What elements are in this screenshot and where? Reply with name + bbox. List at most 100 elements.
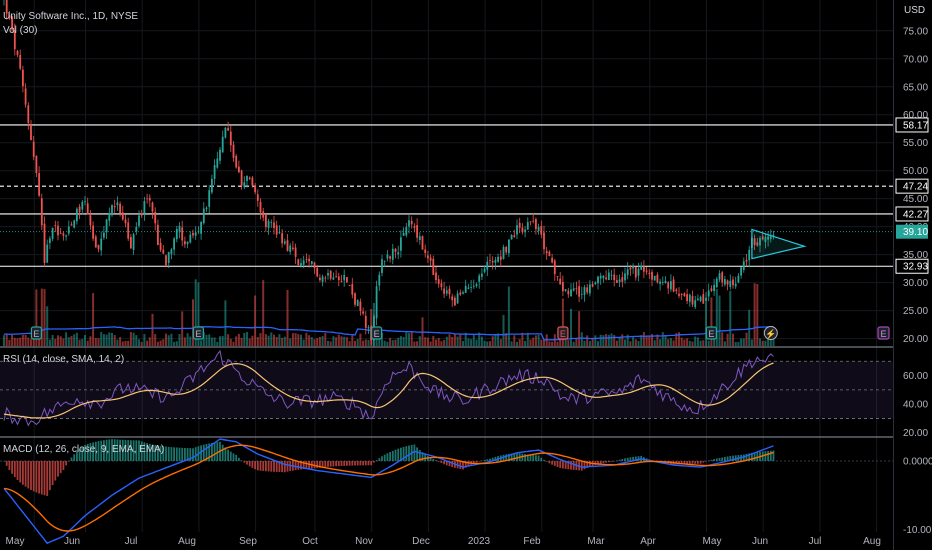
candle-body bbox=[699, 296, 702, 302]
candle-body bbox=[337, 276, 340, 281]
macd-hist-bar bbox=[769, 450, 772, 461]
macd-hist-bar bbox=[65, 460, 67, 466]
volume-bar bbox=[729, 290, 732, 346]
macd-hist-bar bbox=[27, 460, 30, 489]
candle-body bbox=[238, 166, 240, 173]
macd-hist-bar bbox=[143, 442, 146, 461]
candle-body bbox=[607, 272, 610, 281]
volume-bar bbox=[210, 337, 213, 346]
volume-bar bbox=[651, 334, 653, 346]
macd-hist-bar bbox=[462, 460, 464, 470]
volume-bar bbox=[607, 334, 610, 346]
volume-bar bbox=[669, 338, 672, 346]
macd-hist-bar bbox=[537, 455, 540, 461]
volume-bar bbox=[429, 341, 432, 346]
event-marker-label: E bbox=[560, 329, 566, 339]
event-marker-label: E bbox=[195, 329, 201, 339]
candle-body bbox=[359, 301, 362, 311]
price-pane[interactable]: E E E E E ⚡ E bbox=[0, 0, 893, 348]
candle-body bbox=[756, 242, 759, 246]
candle-body bbox=[324, 277, 327, 279]
candle-body bbox=[564, 289, 567, 291]
candle-body bbox=[424, 249, 427, 254]
macd-hist-bar bbox=[73, 454, 76, 461]
event-marker: E bbox=[705, 326, 718, 340]
candle-body bbox=[589, 284, 591, 294]
candle-body bbox=[686, 294, 688, 302]
volume-bar bbox=[221, 336, 224, 346]
candle-body bbox=[553, 260, 556, 275]
macd-hist-bar bbox=[337, 460, 340, 467]
candle-body bbox=[246, 175, 248, 182]
volume-bar bbox=[262, 280, 265, 346]
candle-body bbox=[84, 201, 86, 203]
candle-body bbox=[478, 275, 481, 282]
candle-body bbox=[313, 262, 316, 269]
time-tick-label: May bbox=[6, 536, 25, 547]
macd-hist-bar bbox=[556, 460, 559, 468]
candle-body bbox=[629, 267, 632, 270]
candle-body bbox=[97, 244, 100, 250]
volume-bar bbox=[416, 341, 419, 346]
volume-bar bbox=[732, 333, 734, 346]
time-tick-label: Mar bbox=[587, 536, 605, 547]
candle-body bbox=[229, 131, 232, 146]
volume-bar bbox=[351, 335, 354, 346]
macd-hist-bar bbox=[710, 459, 713, 461]
candle-body bbox=[529, 221, 532, 223]
candle-body bbox=[275, 225, 278, 235]
volume-bar bbox=[73, 334, 76, 346]
volume-bar bbox=[721, 332, 724, 346]
price-tick-label: 75.00 bbox=[903, 26, 928, 37]
candle-body bbox=[219, 149, 221, 161]
volume-bar bbox=[505, 332, 508, 346]
volume-bar bbox=[213, 337, 216, 346]
volume-bar bbox=[456, 336, 459, 346]
candle-body bbox=[286, 240, 289, 251]
candle-body bbox=[167, 252, 170, 263]
rsi-ma-line bbox=[3, 362, 774, 419]
candle-body bbox=[221, 136, 224, 153]
candle-body bbox=[38, 173, 40, 196]
volume-bar bbox=[548, 341, 551, 346]
candle-body bbox=[691, 296, 694, 305]
level-label-box bbox=[895, 178, 929, 194]
candle-body bbox=[213, 165, 216, 179]
macd-hist-bar bbox=[734, 455, 737, 461]
time-axis[interactable]: May Jun Jul Aug Sep Oct Nov Dec 2023 Feb Mar Apr May… bbox=[6, 536, 881, 547]
volume-bar bbox=[192, 299, 194, 346]
macd-hist-bar bbox=[167, 446, 170, 461]
candle-body bbox=[389, 256, 391, 259]
volume-bar bbox=[286, 289, 289, 346]
event-marker: E bbox=[371, 326, 383, 340]
candle-body bbox=[724, 279, 726, 285]
candle-body bbox=[586, 287, 589, 293]
candle-body bbox=[408, 220, 410, 227]
volume-bar bbox=[54, 338, 57, 346]
macd-hist-bar bbox=[148, 443, 151, 461]
event-marker: E bbox=[192, 326, 204, 340]
rsi-pane[interactable] bbox=[0, 349, 893, 427]
candle-body bbox=[413, 226, 416, 228]
event-markers: E E E E E ⚡ E bbox=[30, 326, 890, 340]
macd-hist-bar bbox=[494, 456, 497, 461]
volume-bar bbox=[467, 338, 470, 346]
level-label: 58.17 bbox=[903, 120, 928, 131]
macd-hist-bar bbox=[359, 460, 362, 466]
price-axis[interactable]: 20.00 25.00 30.00 35.00 40.00 45.00 50.00 55.00… bbox=[895, 26, 932, 536]
volume-bar bbox=[408, 333, 410, 346]
candle-body bbox=[302, 260, 305, 265]
candle-body bbox=[130, 237, 132, 249]
volume-bar bbox=[200, 340, 203, 346]
macd-hist-bar bbox=[235, 454, 238, 461]
volume-bar bbox=[615, 340, 618, 346]
candle-body bbox=[113, 206, 116, 208]
candlesticks bbox=[3, 0, 775, 348]
volume-bar bbox=[24, 335, 27, 346]
macd-hist-bar bbox=[81, 446, 84, 461]
volume-bar bbox=[491, 336, 494, 346]
volume-bar bbox=[335, 337, 338, 346]
macd-pane[interactable] bbox=[0, 438, 893, 545]
volume-bar bbox=[483, 340, 486, 346]
